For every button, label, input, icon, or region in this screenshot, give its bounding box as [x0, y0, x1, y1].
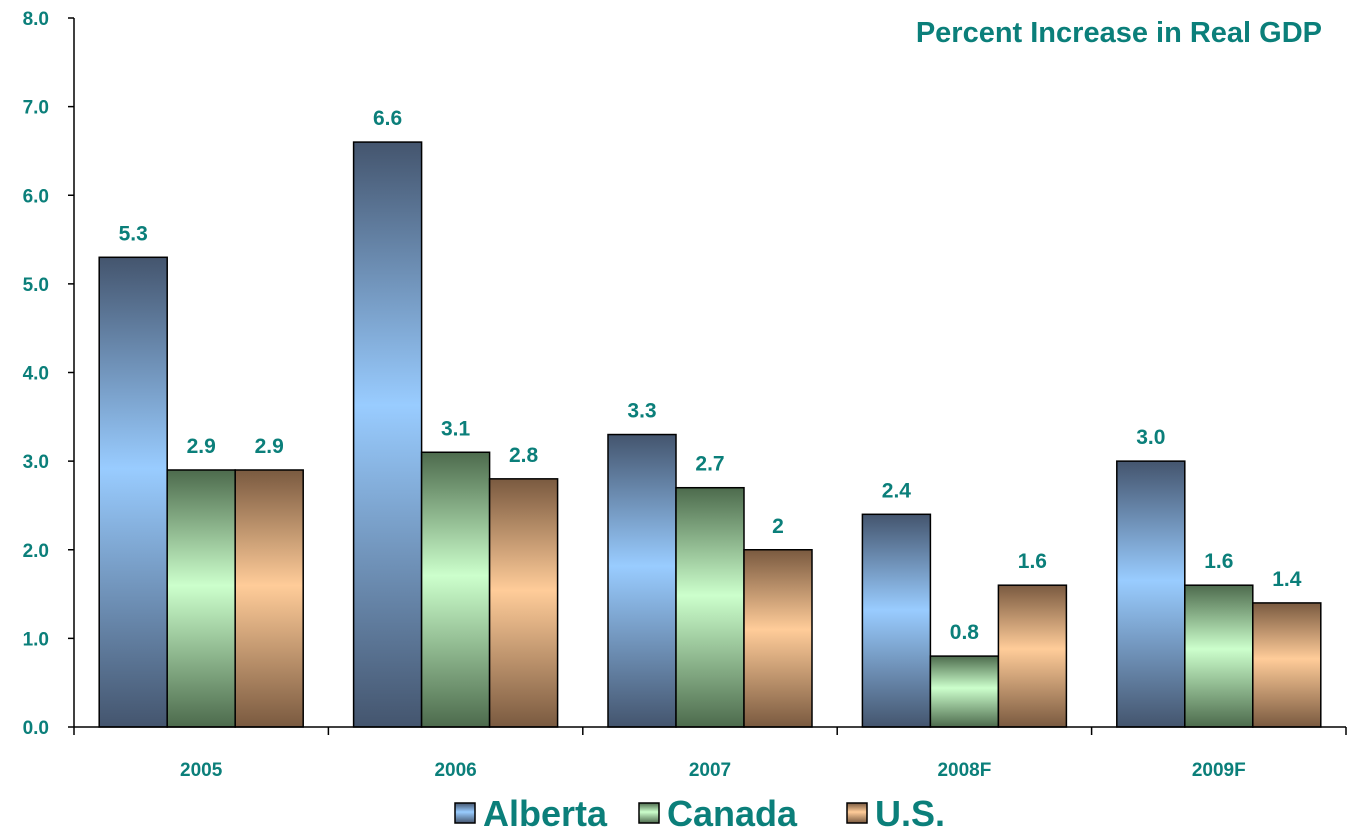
bar-alberta-2009f: [1116, 460, 1186, 728]
data-label: 1.6: [1018, 550, 1047, 573]
y-tick-label: 4.0: [23, 364, 49, 385]
data-label: 2.9: [187, 435, 216, 458]
legend-label: Alberta: [483, 793, 608, 832]
chart-title: Percent Increase in Real GDP: [916, 17, 1322, 49]
y-tick-label: 0.0: [23, 718, 49, 739]
x-tick-label: 2007: [689, 760, 731, 781]
data-label: 6.6: [373, 107, 402, 130]
y-tick-label: 7.0: [23, 98, 49, 119]
data-label: 2.4: [882, 479, 912, 502]
y-tick-label: 6.0: [23, 186, 49, 207]
legend-label: Canada: [667, 793, 798, 832]
y-axis-ticks: 0.0 1.0 2.0 3.0 4.0 5.0 6.0 7.0 8.0: [23, 9, 74, 739]
y-tick-label: 5.0: [23, 275, 49, 296]
x-tick-label: 2008F: [937, 760, 991, 781]
data-label: 2.7: [695, 453, 724, 476]
bar-us-2009f: [1252, 602, 1322, 728]
bar-canada-2007: [675, 486, 745, 728]
bar-alberta-2007: [607, 433, 677, 728]
data-label: 0.8: [950, 621, 980, 644]
data-label: 3.1: [441, 417, 471, 440]
data-label: 5.3: [119, 222, 148, 245]
bar-canada-2006: [420, 451, 491, 728]
data-label: 1.4: [1272, 568, 1302, 591]
data-label: 2.8: [509, 444, 539, 467]
bar-canada-2009f: [1184, 584, 1254, 728]
legend-label: U.S.: [875, 793, 945, 832]
legend: Alberta Canada U.S.: [454, 793, 945, 832]
bar-us-2008f: [997, 584, 1068, 728]
data-label: 1.6: [1204, 550, 1233, 573]
data-labels-layer: 5.3 2.9 2.9 6.6 3.1 2.8 3.3 2.7 2 2.4 0.8 1.6 3.0 1.6…: [119, 107, 1302, 644]
bar-us-2006: [488, 478, 559, 728]
legend-swatch-us: [846, 802, 868, 824]
bar-alberta-2008f: [861, 513, 932, 728]
x-tick-label: 2005: [180, 760, 223, 781]
legend-swatch-canada: [638, 802, 660, 824]
bar-canada-2008f: [929, 655, 1000, 728]
bar-us-2005: [234, 469, 304, 728]
bar-alberta-2006: [352, 141, 423, 728]
y-tick-label: 3.0: [23, 452, 49, 473]
x-axis-ticks: 2005 2006 2007 2008F 2009F: [73, 727, 1347, 781]
x-tick-label: 2006: [434, 760, 476, 781]
data-label: 3.3: [627, 400, 656, 423]
data-label: 2.9: [255, 435, 284, 458]
bar-alberta-2005: [98, 256, 168, 728]
data-label: 3.0: [1136, 426, 1165, 449]
data-label: 2: [772, 515, 784, 538]
y-tick-label: 2.0: [23, 541, 49, 562]
bar-canada-2005: [166, 469, 236, 728]
bars-layer: [98, 141, 1322, 728]
bar-us-2007: [743, 549, 813, 728]
x-tick-label: 2009F: [1192, 760, 1246, 781]
y-tick-label: 8.0: [23, 9, 49, 30]
legend-swatch-alberta: [454, 802, 476, 824]
y-tick-label: 1.0: [23, 629, 49, 650]
